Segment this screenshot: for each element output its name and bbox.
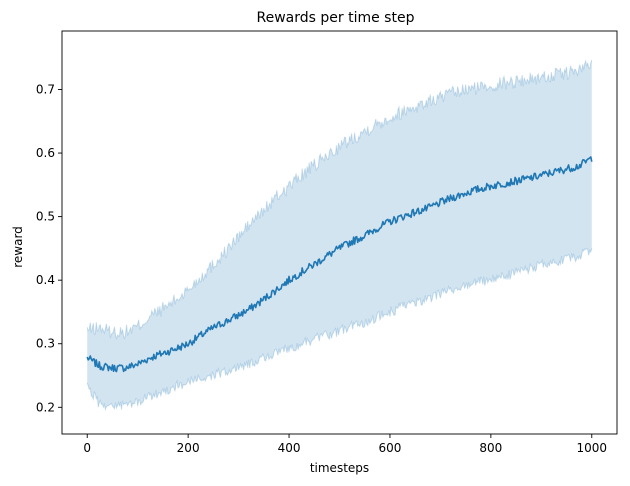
plot-area (86, 59, 593, 412)
confidence-band (87, 59, 592, 410)
x-tick-label: 1000 (576, 441, 607, 455)
x-axis-ticks: 0 200 400 600 800 1000 (83, 434, 607, 455)
y-tick-label: 0.4 (36, 273, 55, 287)
x-tick-label: 600 (379, 441, 402, 455)
y-tick-label: 0.6 (36, 146, 55, 160)
y-tick-label: 0.2 (36, 400, 55, 414)
x-tick-label: 200 (177, 441, 200, 455)
confidence-band-upper-edge (86, 59, 593, 340)
mean-reward-line (86, 156, 593, 373)
y-tick-label: 0.3 (36, 337, 55, 351)
x-axis-label: timesteps (310, 461, 369, 475)
x-tick-label: 800 (479, 441, 502, 455)
chart-title: Rewards per time step (257, 10, 415, 26)
y-axis-ticks: 0.2 0.3 0.4 0.5 0.6 0.7 (36, 82, 62, 414)
x-tick-label: 0 (83, 441, 91, 455)
confidence-band-lower-edge (86, 247, 593, 412)
y-axis-label: reward (11, 226, 25, 268)
y-tick-label: 0.5 (36, 210, 55, 224)
x-tick-label: 400 (278, 441, 301, 455)
y-tick-label: 0.7 (36, 82, 55, 96)
axes-frame (61, 30, 618, 435)
